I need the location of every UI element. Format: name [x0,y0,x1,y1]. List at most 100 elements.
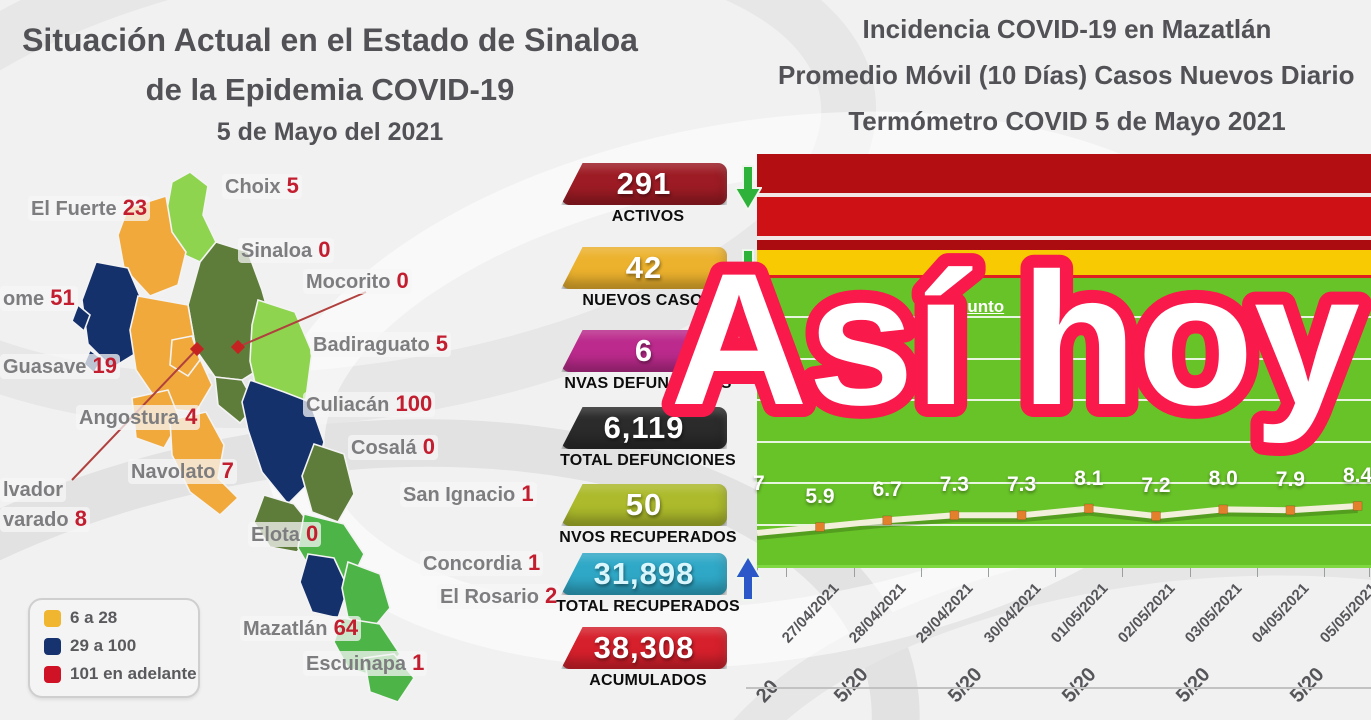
municipality-value: 0 [416,434,435,459]
data-point-value: 7.3 [939,473,969,497]
municipality-value: 64 [327,615,359,640]
axis-tick [921,568,922,577]
map-label: El Rosario 2 [437,584,561,609]
chart-gridline [757,482,1371,484]
axis-tick [854,568,855,577]
left-title-line2: de la Epidemia COVID-19 [145,72,515,107]
municipality-name: El Fuerte [31,198,117,220]
legend-item-label: 6 a 28 [70,608,118,627]
stat-nvos-recuperados: 50 NVOS RECUPERADOS [548,484,748,547]
municipality-name: Badiraguato [313,334,430,356]
data-point-value: 8.0 [1208,467,1238,491]
map-label: Navolato 7 [128,459,237,484]
municipality-name: lvador [3,479,64,501]
stat-label: NUEVOS CASOS [582,292,714,309]
legend-color-swatch [44,609,61,627]
legend-color-swatch [44,665,61,683]
stat-badge: 6,119 [561,407,727,449]
stat-value: 6,119 [603,410,685,445]
map-label: Culiacán 100 [303,391,436,417]
municipality-name: Escuinapa [306,653,407,675]
map-callout-dot [189,341,205,357]
data-point-value: 8.4 [1342,464,1371,488]
map-callout-dot [230,339,246,355]
municipality-value: 0 [299,521,319,546]
map-label: San Ignacio 1 [400,482,537,507]
chart-band [757,240,1371,250]
axis-tick [1190,568,1191,577]
map-label: Mocorito 0 [303,269,412,294]
municipality-value: 51 [44,285,75,310]
map-callout-line [237,291,367,348]
stat-label: NVAS DEFUNCIONES [564,375,732,392]
municipality-name: Navolato [131,461,216,483]
chart-title-line2: Promedio Móvil (10 Días) Casos Nuevos Di… [778,60,1355,90]
chart-title-line1: Incidencia COVID-19 en Mazatlán [862,14,1272,44]
municipality-value: 0 [390,268,409,293]
arrow-up-glyph [734,554,762,601]
municipality-value: 1 [515,481,534,506]
data-point-value: 5.9 [805,485,835,509]
legend-item-label: 29 a 100 [70,636,137,655]
chart-gridline [757,399,1371,401]
cutoff-axis-label: 5/20 [944,663,987,708]
legend-item-label: 101 en adelante [70,664,197,683]
stat-badge: 6 [561,330,727,372]
data-point-marker [1285,505,1296,516]
map-label: ome 51 [0,286,78,311]
map-label: Choix 5 [222,174,302,199]
axis-tick [988,568,989,577]
municipality-name: Elota [251,524,300,546]
stat-label: NVOS RECUPERADOS [559,529,737,546]
data-point-value: 7.9 [1275,468,1305,492]
municipality-name: Sinaloa [241,240,313,262]
stat-value: 31,898 [593,556,695,591]
arrow-down-glyph [734,249,762,296]
stat-label: ACUMULADOS [589,672,707,689]
municipality-value: 5 [280,173,299,198]
municipality-value: 1 [406,650,425,675]
stat-badge: 31,898 [561,553,727,595]
municipality-name: Cosalá [351,437,417,459]
municipality-name: varado [3,509,69,531]
municipality-name: Angostura [79,407,179,429]
chart-legend-fragment: Punto [956,297,1005,316]
stat-acumulados: 38,308 ACUMULADOS [548,627,748,690]
municipality-value: 100 [389,391,433,416]
map-label: lvador [0,478,67,502]
chart-gridline [757,440,1371,443]
legend-item: 101 en adelante [44,664,198,684]
arrow-down-icon [734,165,762,212]
stat-label: TOTAL DEFUNCIONES [560,452,736,469]
map-legend: 6 a 28 29 a 100 101 en adelante [28,598,200,698]
arrow-down-glyph [734,165,762,212]
data-point-marker [1151,511,1161,522]
municipality-name: Guasave [3,356,87,378]
municipality-value: 23 [116,195,148,220]
stat-badge: 42 [561,247,727,289]
map-label: Elota 0 [248,521,322,547]
municipality-name: El Rosario [440,586,539,608]
chart-gridline [757,523,1371,526]
map-region-salvador-alvarado [169,335,201,378]
map-region-ahome-island [71,303,91,333]
stat-total-defunciones: 6,119 TOTAL DEFUNCIONES [548,407,748,470]
chart-band [757,278,1371,568]
stat-value: 38,308 [593,630,695,665]
axis-tick [1257,568,1258,577]
chart-band [757,275,1371,278]
municipality-value: 1 [521,550,541,575]
chart-title-line3: Termómetro COVID 5 de Mayo 2021 [848,106,1286,136]
trend-line [757,503,1358,536]
chart-gridline [757,316,1371,318]
legend-color-swatch [44,637,61,655]
map-label: El Fuerte 23 [28,195,151,221]
cutoff-axis-label: 5/20 [1172,663,1215,708]
trend-line-shadow [757,507,1358,540]
map-region-el-fuerte [117,194,187,297]
stat-nuevos-casos: 42 NUEVOS CASOS [548,247,762,310]
data-point-marker [815,522,825,533]
data-point-value: 8.1 [1074,466,1104,490]
stat-total-recuperados: 31,898 TOTAL RECUPERADOS [548,553,762,616]
data-point-marker [882,515,893,526]
